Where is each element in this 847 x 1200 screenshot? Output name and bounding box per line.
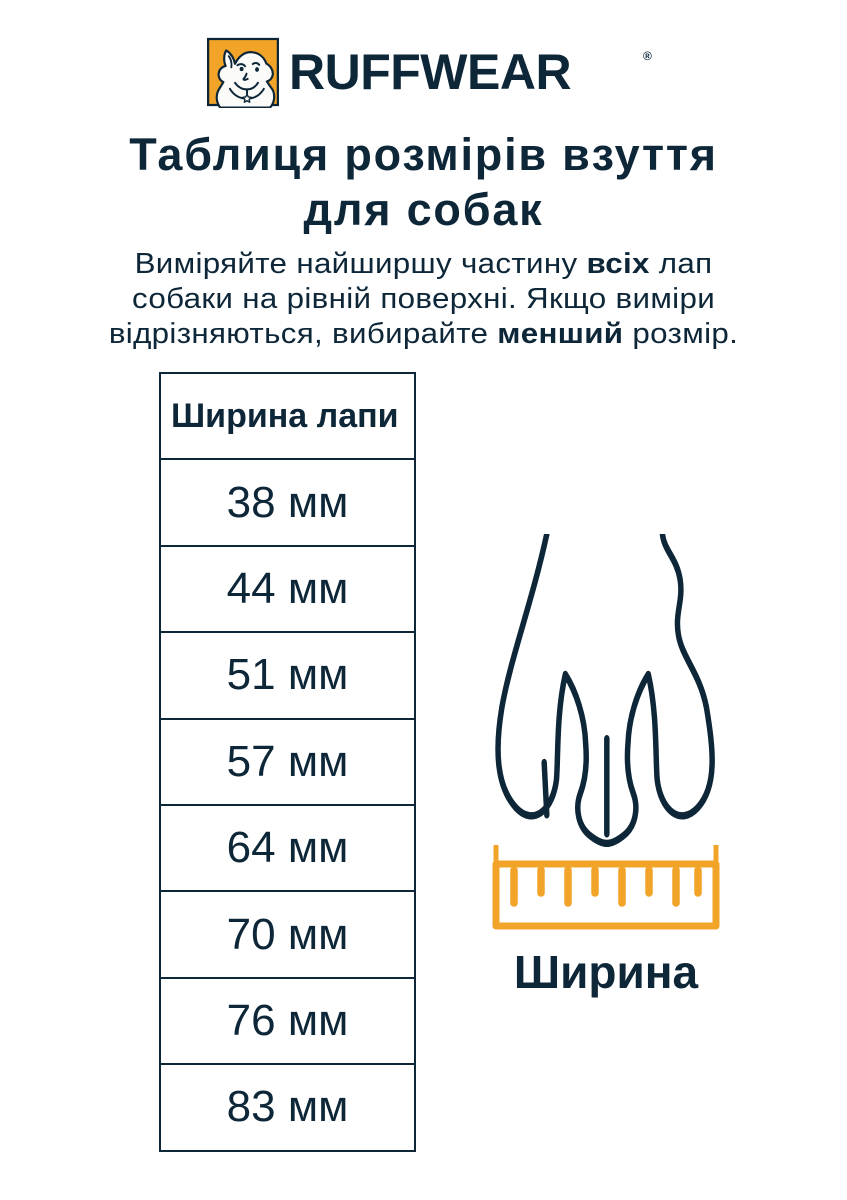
svg-text:RUFFWEAR: RUFFWEAR xyxy=(289,44,571,100)
svg-text:®: ® xyxy=(643,49,652,63)
